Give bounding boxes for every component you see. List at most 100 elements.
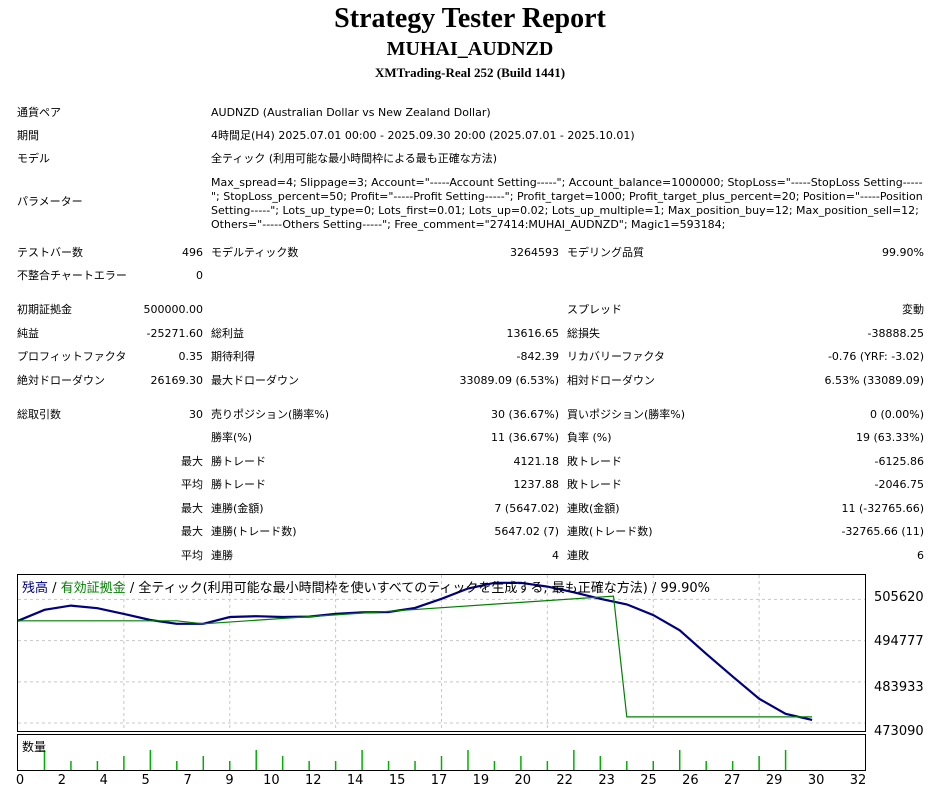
x-tick-label: 2 [57,773,67,788]
x-tick-label: 22 [556,773,573,788]
consecutive-losses-amount-label: 連敗(金額) [567,502,620,515]
recovery-factor-label: リカバリーファクタ [567,350,665,363]
gross-loss-value: -38888.25 [867,327,924,340]
gross-profit-value: 13616.65 [506,327,560,340]
expected-payoff-value: -842.39 [516,350,559,363]
legend-equity: 有効証拠金 [60,581,126,596]
average-loss-label: 敗トレード [567,478,622,491]
short-positions-label: 売りポジション(勝率%) [211,408,330,421]
server-info: XMTrading-Real 252 (Build 1441) [374,65,566,80]
volume-label: 数量 [22,740,47,754]
model-label: モデル [17,152,50,165]
avg-consecutive-losses-label: 連敗 [567,549,589,562]
quality-label: モデリング品質 [567,246,644,259]
y-tick-label: 473090 [874,724,924,739]
consecutive-wins-amount-value: 7 (5647.02) [494,502,559,515]
average-profit-label: 勝トレード [211,478,266,491]
consecutive-wins-amount-label: 連勝(金額) [211,502,264,515]
max-prefix: 最大 [181,455,203,468]
deposit-value: 500000.00 [143,303,204,316]
consecutive-wins-count-value: 5647.02 (7) [494,525,559,538]
avg-prefix-2: 平均 [181,549,203,562]
x-tick-label: 10 [263,773,280,788]
avg-consecutive-losses-value: 6 [917,549,924,562]
largest-profit-label: 勝トレード [211,455,266,468]
avg-prefix: 平均 [181,478,203,491]
x-tick-label: 19 [472,773,490,788]
consecutive-losses-amount-value: 11 (-32765.66) [841,502,924,515]
relative-drawdown-label: 相対ドローダウン [567,374,655,387]
spread-label: スプレッド [567,303,622,316]
errors-label: 不整合チャートエラー [17,269,127,282]
quality-value: 99.90% [882,246,924,259]
legend-separator-3: / [647,581,661,596]
max-prefix-3: 最大 [181,525,203,538]
period-value: 4時間足(H4) 2025.07.01 00:00 - 2025.09.30 2… [211,129,635,142]
report-title: Strategy Tester Report [334,3,606,34]
long-positions-label: 買いポジション(勝率%) [567,408,686,421]
loss-rate-label: 負率 (%) [567,431,612,444]
avg-consecutive-wins-value: 4 [552,549,559,562]
legend-quality: 99.90% [660,581,710,596]
equity-line [18,595,813,718]
expected-payoff-label: 期待利得 [211,350,255,363]
x-tick-label: 25 [640,773,657,788]
legend-separator-2: / [125,581,139,596]
period-label: 期間 [17,129,39,142]
x-tick-label: 7 [183,773,192,788]
bars-label: テストバー数 [17,246,83,259]
recovery-factor-value: -0.76 (YRF: -3.02) [827,350,924,363]
avg-consecutive-wins-label: 連勝 [211,549,233,562]
gross-loss-label: 総損失 [567,327,600,340]
short-positions-value: 30 (36.67%) [490,408,559,421]
volume-chart [17,734,866,771]
x-tick-label: 9 [225,773,234,788]
x-tick-label: 27 [724,773,741,788]
x-tick-label: 23 [598,773,615,788]
x-tick-label: 15 [388,773,406,788]
consecutive-losses-count-label: 連敗(トレード数) [567,525,653,538]
pair-value: AUDNZD (Australian Dollar vs New Zealand… [211,106,491,119]
x-tick-label: 17 [430,773,448,788]
x-tick-label: 5 [141,773,150,788]
x-tick-label: 29 [765,773,783,788]
largest-profit-value: 4121.18 [513,455,560,468]
x-tick-label: 32 [849,773,867,788]
consecutive-losses-count-value: -32765.66 (11) [841,525,924,538]
deposit-label: 初期証拠金 [17,303,72,316]
largest-loss-label: 敗トレード [567,455,622,468]
win-rate-value: 11 (36.67%) [490,431,559,444]
gross-profit-label: 総利益 [211,327,244,340]
spread-value: 変動 [902,303,924,316]
profit-factor-label: プロフィットファクタ [17,350,127,363]
y-tick-label: 483933 [874,680,924,695]
x-tick-label: 26 [682,773,699,788]
x-tick-label: 30 [807,773,825,788]
legend-balance: 残高 [22,581,49,596]
ticks-label: モデルティック数 [211,246,299,259]
absolute-drawdown-value: 26169.30 [150,374,204,387]
average-profit-value: 1237.88 [513,478,560,491]
relative-drawdown-value: 6.53% (33089.09) [824,374,924,387]
x-tick-label: 12 [305,773,322,788]
total-trades-value: 30 [189,408,203,421]
win-rate-label: 勝率(%) [211,431,253,444]
x-tick-label: 0 [15,773,25,788]
consecutive-wins-count-label: 連勝(トレード数) [211,525,297,538]
x-tick-label: 20 [514,773,532,788]
params-label: パラメーター [17,195,83,208]
y-tick-label: 494777 [874,634,924,649]
absolute-drawdown-label: 絶対ドローダウン [17,374,105,387]
net-value: -25271.60 [146,327,203,340]
ea-name: MUHAI_AUDNZD [386,38,554,60]
model-value: 全ティック (利用可能な最小時間枠による最も正確な方法) [211,152,498,165]
average-loss-value: -2046.75 [874,478,924,491]
balance-line [17,581,813,721]
params-value: Max_spread=4; Slippage=3; Account="-----… [211,176,923,231]
errors-value: 0 [196,269,203,282]
net-label: 純益 [17,327,39,340]
profit-factor-value: 0.35 [178,350,204,363]
maximal-drawdown-label: 最大ドローダウン [211,374,299,387]
x-tick-label: 4 [99,773,108,788]
